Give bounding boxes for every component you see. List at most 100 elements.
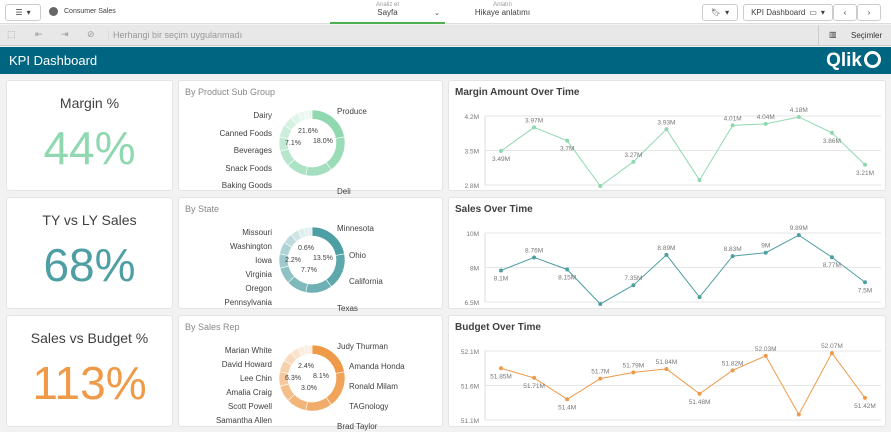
- slice-label: Minnesota: [337, 224, 374, 233]
- donut-slice[interactable]: [305, 161, 332, 177]
- chart-title: Margin Amount Over Time: [455, 87, 580, 98]
- data-label: 7.5M: [858, 287, 872, 294]
- chart-title: By Product Sub Group: [185, 87, 276, 97]
- line-chart-card[interactable]: Sales Over Time 10M 8M 6.5M 8.1M 8.76M 8.15M 7…: [448, 197, 886, 309]
- donut-chart: [278, 226, 346, 294]
- data-point[interactable]: [730, 368, 735, 373]
- data-point[interactable]: [697, 391, 702, 396]
- y-tick-label: 6.5M: [465, 300, 479, 307]
- chart-title: Budget Over Time: [455, 322, 541, 333]
- data-point[interactable]: [499, 148, 503, 153]
- donut-slice[interactable]: [307, 109, 313, 120]
- pct-label: 2.4%: [298, 363, 314, 370]
- kpi-value: 113%: [32, 357, 147, 409]
- y-tick-label: 10M: [466, 231, 479, 238]
- chart-title: Sales Over Time: [455, 204, 533, 215]
- slice-label: Brad Taylor: [337, 422, 378, 431]
- data-point[interactable]: [829, 351, 834, 356]
- slice-label: Canned Foods: [219, 128, 272, 138]
- smart-search-icon[interactable]: ⬚: [7, 29, 16, 39]
- data-point[interactable]: [829, 130, 834, 135]
- app-name: Consumer Sales: [64, 8, 116, 15]
- tab-narrate[interactable]: Anlatın Hikaye anlatımı: [474, 2, 531, 17]
- kpi-card[interactable]: Sales vs Budget % 113%: [6, 315, 173, 427]
- donut-slice[interactable]: [305, 278, 332, 294]
- data-point[interactable]: [730, 123, 735, 128]
- data-point[interactable]: [631, 159, 636, 164]
- data-point[interactable]: [532, 125, 537, 130]
- data-point[interactable]: [763, 353, 768, 358]
- slice-label: Samantha Allen: [215, 416, 272, 425]
- data-point[interactable]: [829, 255, 834, 260]
- donut-chart-card[interactable]: By State Minnesota Ohio California Texas Mis…: [178, 197, 443, 313]
- data-point[interactable]: [664, 127, 669, 132]
- data-point[interactable]: [598, 376, 603, 381]
- selections-button[interactable]: ▥ Seçimler: [818, 25, 891, 46]
- data-point[interactable]: [631, 370, 636, 375]
- data-point[interactable]: [796, 233, 801, 238]
- donut-chart: [278, 109, 346, 177]
- pct-label: 21.6%: [298, 128, 318, 135]
- kpi-card[interactable]: Margin % 44%: [6, 80, 173, 191]
- bookmark-button[interactable]: 🔖︎ ▾: [702, 4, 738, 21]
- next-sheet-button[interactable]: ›: [857, 4, 881, 21]
- line-chart-card[interactable]: Budget Over Time 52.1M 51.6M 51.1M 51.85M 51…: [448, 315, 886, 427]
- data-label: 7.35M: [624, 275, 642, 282]
- pct-label: 13.5%: [313, 255, 333, 262]
- data-point[interactable]: [796, 412, 801, 417]
- kpi-card[interactable]: TY vs LY Sales 68%: [6, 197, 173, 309]
- step-back-icon[interactable]: ⇤: [35, 29, 43, 39]
- step-forward-icon[interactable]: ⇥: [61, 29, 69, 39]
- donut-slice[interactable]: [307, 344, 313, 355]
- tab-analyze[interactable]: Analiz et Sayfa ⌄: [330, 0, 445, 24]
- data-point[interactable]: [499, 268, 503, 273]
- data-point[interactable]: [863, 395, 867, 400]
- slice-label: Oregon: [245, 284, 272, 293]
- slice-label: Marian White: [224, 346, 272, 355]
- data-point[interactable]: [863, 280, 867, 285]
- line-chart-card[interactable]: Margin Amount Over Time 4.2M 3.5M 2.8M 3.49…: [448, 80, 886, 191]
- data-point[interactable]: [763, 121, 768, 126]
- data-point[interactable]: [664, 252, 669, 257]
- donut-chart-card[interactable]: By Sales Rep Judy Thurman Amanda Honda Ron…: [178, 315, 443, 431]
- data-label: 8.15M: [558, 274, 576, 281]
- data-label: 52.03M: [755, 346, 777, 353]
- previous-sheet-button[interactable]: ‹: [833, 4, 857, 21]
- data-point[interactable]: [565, 267, 570, 272]
- data-point[interactable]: [565, 138, 570, 143]
- data-label: 8.1M: [494, 275, 508, 282]
- y-tick-label: 2.8M: [465, 183, 479, 190]
- data-point[interactable]: [598, 183, 603, 188]
- data-point[interactable]: [499, 366, 503, 371]
- kpi-title: Margin %: [59, 95, 120, 111]
- data-point[interactable]: [697, 178, 702, 183]
- pct-label: 0.6%: [298, 245, 314, 252]
- data-point[interactable]: [664, 366, 669, 371]
- data-point[interactable]: [796, 114, 801, 119]
- top-toolbar: ☰ ▾ Consumer Sales Analiz et Sayfa ⌄ Anla…: [0, 0, 891, 24]
- slice-label: Iowa: [255, 256, 272, 265]
- data-point[interactable]: [730, 254, 735, 259]
- data-point[interactable]: [565, 397, 570, 402]
- data-point[interactable]: [532, 375, 537, 380]
- data-point[interactable]: [532, 255, 537, 260]
- donut-slice[interactable]: [307, 226, 313, 237]
- slice-label: Judy Thurman: [337, 342, 388, 351]
- menu-button[interactable]: ☰ ▾: [5, 4, 41, 21]
- data-point[interactable]: [763, 250, 768, 255]
- clear-selections-icon[interactable]: ⊘: [87, 29, 95, 39]
- data-label: 3.7M: [560, 146, 574, 153]
- donut-chart-card[interactable]: By Product Sub Group Produce Deli Dairy Can…: [178, 80, 443, 196]
- pct-label: 8.1%: [313, 373, 329, 380]
- data-label: 4.18M: [790, 107, 808, 114]
- data-point[interactable]: [598, 301, 603, 306]
- data-point[interactable]: [631, 283, 636, 288]
- data-point[interactable]: [697, 295, 702, 300]
- donut-slice[interactable]: [305, 396, 332, 412]
- data-point[interactable]: [863, 162, 867, 167]
- chart-title: By State: [185, 204, 220, 214]
- data-label: 3.93M: [657, 119, 675, 126]
- y-tick-label: 52.1M: [461, 349, 479, 356]
- sheet-selector[interactable]: KPI Dashboard ▭ ▾: [743, 4, 833, 21]
- slice-label: David Howard: [221, 360, 272, 369]
